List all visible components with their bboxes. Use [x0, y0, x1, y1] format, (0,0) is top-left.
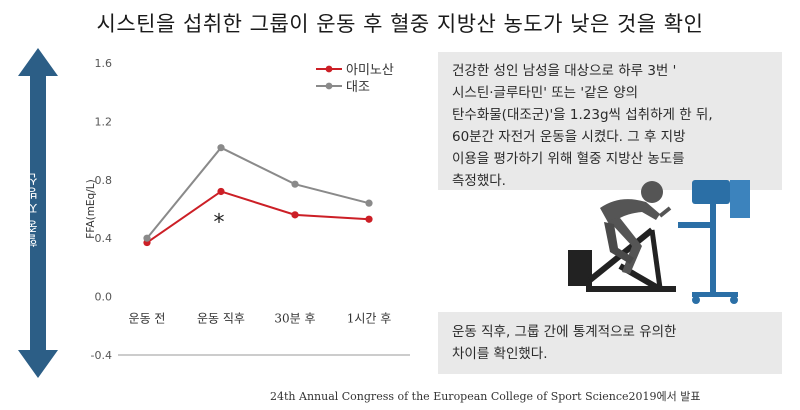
y-axis-label: FFA(mEq/L)	[85, 179, 97, 238]
line-chart: -0.4 0.0 0.4 0.8 1.2 1.6 FFA(mEq/L) 운동 전 운동 직후 30…	[85, 57, 410, 362]
legend-label: 아미노산	[346, 63, 394, 78]
data-point	[291, 180, 299, 188]
description-panel: 건강한 성인 남성을 대상으로 하루 3번 ' 시스틴·글루타민' 또는 '같은…	[438, 52, 782, 190]
description-line: 시스틴·글루타민' 또는 '같은 양의	[452, 85, 639, 101]
source-citation: 24th Annual Congress of the European Col…	[270, 390, 701, 403]
data-point	[217, 144, 225, 152]
cyclist-ergometer-icon	[568, 180, 750, 304]
data-point	[365, 199, 373, 207]
x-tick-label: 운동 직후	[197, 312, 245, 326]
y-tick-label: 0.8	[95, 174, 113, 187]
legend-swatch-point	[325, 82, 333, 90]
vertical-axis-arrow-icon	[18, 48, 58, 378]
y-tick-label: -0.4	[91, 349, 112, 362]
description-line: 60분간 자전거 운동을 시켰다. 그 후 지방	[452, 129, 686, 145]
legend-label: 대조	[346, 80, 370, 95]
data-point	[365, 215, 373, 223]
y-tick-label: 0.0	[95, 291, 113, 304]
description-line: 탄수화물(대조군)'을 1.23g씩 섭취하게 한 뒤,	[452, 107, 713, 123]
legend-swatch-point	[325, 65, 333, 73]
y-tick-label: 0.4	[95, 232, 113, 245]
data-point	[291, 211, 299, 219]
x-tick-label: 운동 전	[129, 312, 166, 326]
x-tick-label: 30분 후	[274, 312, 315, 326]
data-point	[217, 187, 225, 196]
description-line: 이용을 평가하기 위해 혈중 지방산 농도를	[452, 151, 685, 167]
result-panel: 운동 직후, 그룹 간에 통계적으로 유의한 차이를 확인했다.	[438, 312, 782, 374]
description-line: 측정했다.	[452, 173, 506, 189]
result-line: 운동 직후, 그룹 간에 통계적으로 유의한	[452, 324, 677, 340]
result-line: 차이를 확인했다.	[452, 346, 548, 362]
x-tick-label: 1시간 후	[347, 312, 392, 326]
description-line: 건강한 성인 남성을 대상으로 하루 3번 '	[452, 63, 677, 79]
y-tick-label: 1.6	[95, 57, 113, 70]
data-point	[143, 234, 151, 242]
y-tick-label: 1.2	[95, 115, 113, 128]
series-line-1	[146, 146, 370, 239]
side-axis-label: 혈중 지방산	[26, 171, 41, 247]
page-title: 시스틴을 섭취한 그룹이 운동 후 혈중 지방산 농도가 낮은 것을 확인	[96, 12, 704, 36]
series-line-0	[146, 190, 370, 244]
significance-annotation: *	[214, 211, 225, 236]
